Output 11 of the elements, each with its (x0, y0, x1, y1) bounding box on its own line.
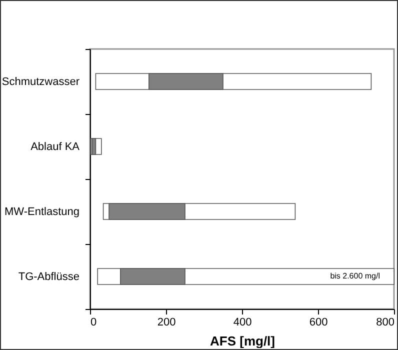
x-tick-label: 600 (309, 316, 328, 328)
y-tick-label: TG-Abflüsse (18, 271, 80, 283)
annotation: bis 2.600 mg/l (330, 272, 380, 280)
y-tick-label: Schmutzwasser (2, 76, 80, 88)
x-tick-label: 0 (90, 316, 97, 328)
y-tick-label: Ablauf KA (30, 141, 80, 153)
x-tick-label: 200 (157, 316, 176, 328)
x-tick-label: 800 (376, 316, 394, 328)
y-tick-label: MW-Entlastung (4, 206, 80, 218)
x-axis-title: AFS [mg/l] (210, 334, 275, 348)
x-tick-label: 400 (233, 316, 252, 328)
